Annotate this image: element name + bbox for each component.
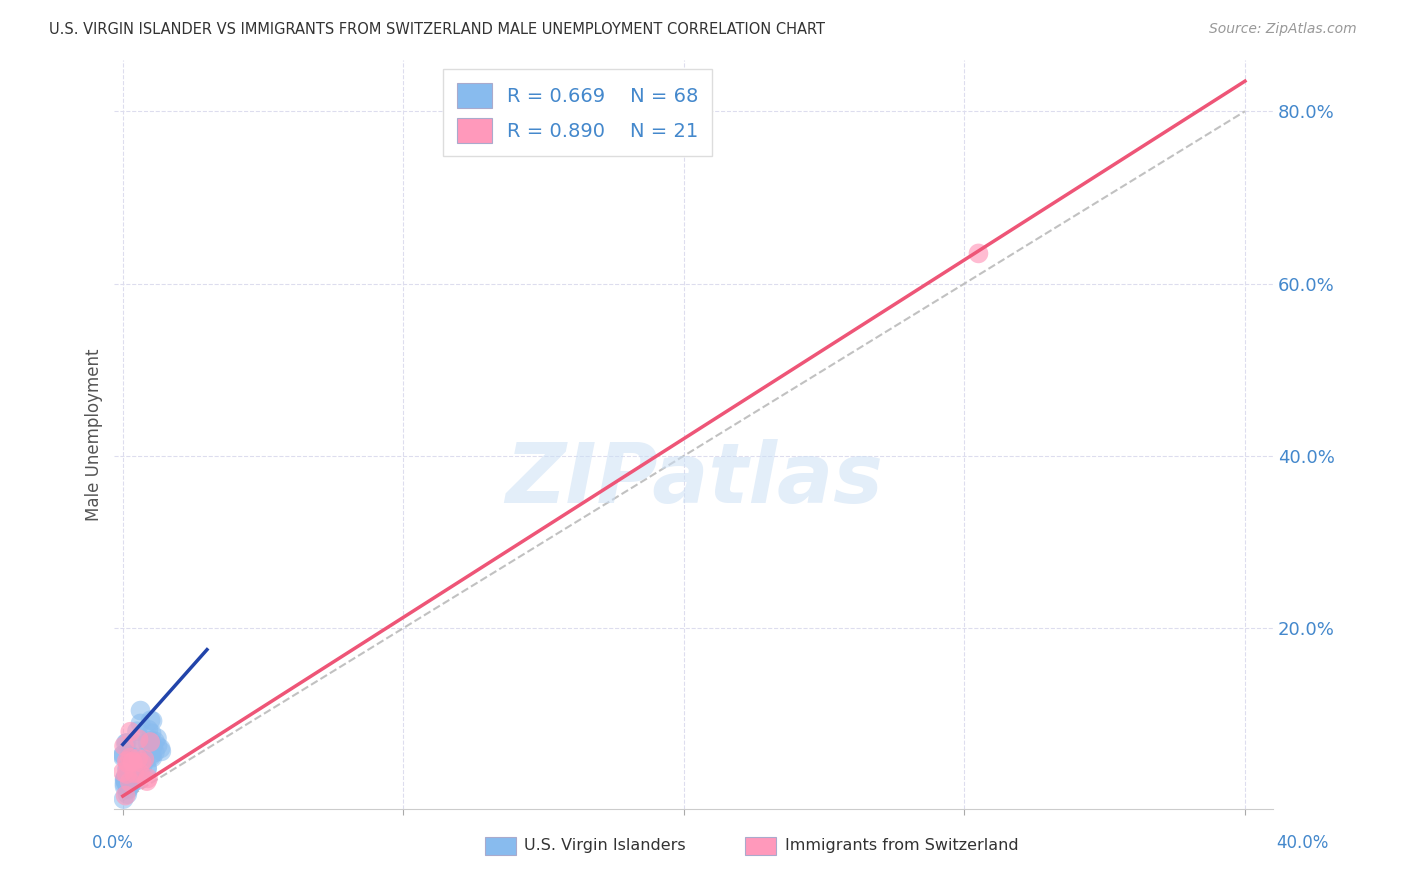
Point (120, 759, 142, 773)
Y-axis label: Male Unemployment: Male Unemployment (86, 348, 103, 521)
Point (114, 736, 136, 750)
Point (125, 724, 148, 739)
Point (135, 774, 157, 789)
Point (117, 756, 139, 771)
Point (129, 766, 152, 780)
Point (114, 780, 136, 794)
Point (122, 774, 145, 789)
Point (125, 773, 148, 788)
Point (134, 752, 156, 766)
Point (121, 770, 143, 784)
Point (136, 772, 159, 786)
Point (121, 755, 143, 769)
Point (136, 735, 159, 749)
Text: U.S. Virgin Islanders: U.S. Virgin Islanders (524, 838, 686, 853)
Point (127, 769, 149, 783)
Point (132, 736, 155, 750)
Point (141, 750, 163, 764)
Point (132, 754, 155, 768)
Point (967, 246, 990, 260)
Point (118, 776, 141, 790)
Point (115, 776, 138, 790)
Point (129, 704, 152, 718)
Point (118, 756, 141, 771)
Point (136, 746, 159, 760)
Point (128, 732, 150, 747)
Point (118, 764, 141, 779)
Point (115, 767, 138, 781)
Point (146, 739, 169, 753)
Text: 40.0%: 40.0% (1277, 834, 1329, 852)
Point (136, 761, 159, 775)
Point (143, 734, 166, 748)
Text: Source: ZipAtlas.com: Source: ZipAtlas.com (1209, 22, 1357, 37)
Point (121, 771, 143, 785)
Point (118, 748, 141, 763)
Point (111, 747, 134, 762)
Point (136, 761, 159, 775)
Point (121, 772, 143, 787)
Point (142, 714, 165, 728)
Point (146, 731, 169, 745)
Point (111, 750, 134, 764)
Point (112, 792, 135, 806)
Point (117, 781, 139, 796)
Point (121, 756, 143, 770)
Point (129, 762, 152, 776)
Legend: R = 0.669    N = 68, R = 0.890    N = 21: R = 0.669 N = 68, R = 0.890 N = 21 (443, 70, 713, 156)
Point (114, 772, 136, 787)
Text: ZIPatlas: ZIPatlas (505, 439, 883, 520)
Text: U.S. VIRGIN ISLANDER VS IMMIGRANTS FROM SWITZERLAND MALE UNEMPLOYMENT CORRELATIO: U.S. VIRGIN ISLANDER VS IMMIGRANTS FROM … (49, 22, 825, 37)
Point (115, 763, 138, 777)
Point (114, 789, 136, 803)
Point (127, 751, 149, 765)
Point (115, 736, 138, 750)
Point (141, 749, 163, 764)
Point (117, 779, 139, 793)
Point (112, 747, 135, 762)
Point (143, 746, 166, 760)
Point (118, 769, 141, 783)
Text: 0.0%: 0.0% (91, 834, 134, 852)
Point (129, 756, 152, 771)
Point (118, 750, 141, 764)
Point (118, 758, 141, 772)
Point (115, 776, 138, 790)
Point (141, 747, 163, 762)
Point (114, 770, 136, 784)
Point (141, 726, 163, 740)
Point (112, 739, 135, 753)
Text: Immigrants from Switzerland: Immigrants from Switzerland (785, 838, 1018, 853)
Point (139, 733, 162, 747)
Point (142, 739, 165, 753)
Point (149, 741, 172, 756)
Point (115, 761, 138, 775)
Point (139, 735, 162, 749)
Point (150, 744, 173, 758)
Point (122, 759, 145, 773)
Point (112, 777, 135, 791)
Point (118, 770, 141, 784)
Point (121, 776, 143, 790)
Point (117, 787, 139, 801)
Point (124, 766, 146, 780)
Point (118, 775, 141, 789)
Point (138, 723, 160, 737)
Point (139, 713, 162, 727)
Point (112, 765, 135, 780)
Point (120, 724, 142, 739)
Point (124, 768, 146, 782)
Point (114, 772, 136, 786)
Point (120, 763, 142, 777)
Point (129, 716, 152, 731)
Point (132, 757, 155, 772)
Point (117, 783, 139, 797)
Point (122, 736, 145, 750)
Point (115, 754, 138, 768)
Point (124, 769, 146, 783)
Point (131, 756, 153, 770)
Point (114, 772, 136, 787)
Point (120, 748, 142, 763)
